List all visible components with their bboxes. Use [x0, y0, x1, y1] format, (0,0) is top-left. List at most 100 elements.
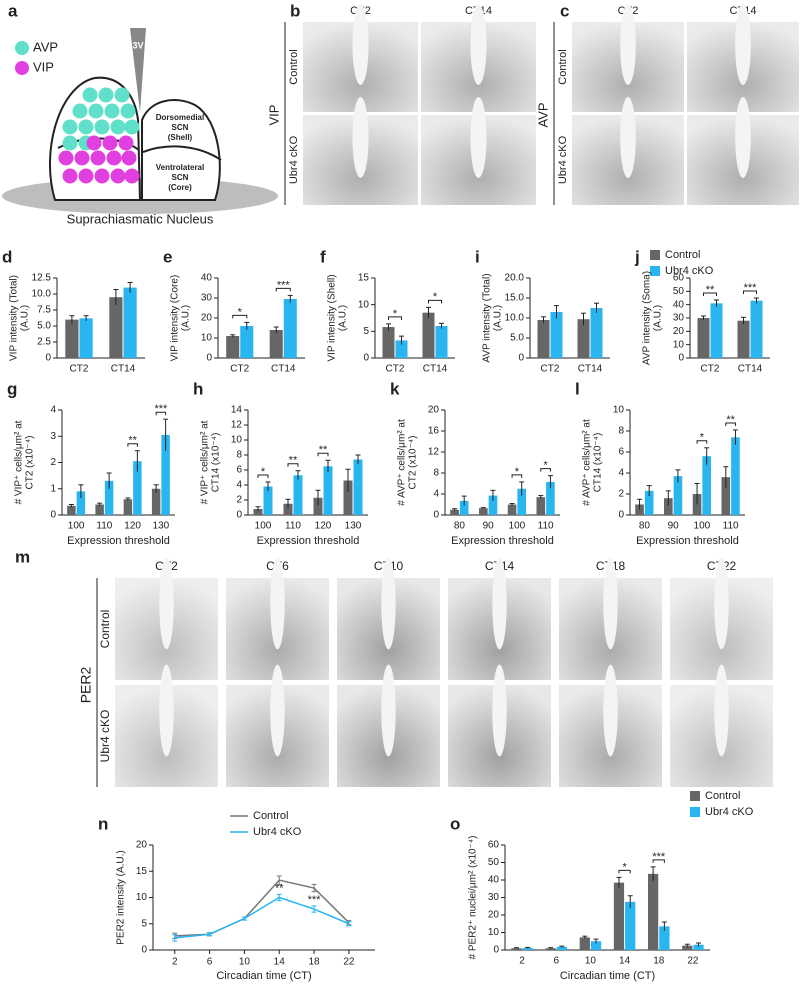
- y-axis-label: AVP intensity (Soma): [642, 271, 653, 365]
- y-tick-label: 20: [428, 405, 440, 416]
- ventricle: [492, 664, 507, 757]
- significance-bracket: [540, 468, 551, 472]
- bar: [507, 504, 517, 515]
- panel-letter: g: [7, 379, 17, 398]
- bar: [590, 941, 602, 950]
- ventricle: [714, 664, 729, 757]
- x-tick-label: 100: [509, 521, 526, 532]
- bar: [664, 498, 673, 515]
- ventricle: [270, 664, 285, 757]
- x-tick-label: 6: [207, 957, 213, 968]
- significance-bracket: [428, 299, 442, 304]
- bar: [226, 336, 240, 358]
- bar: [123, 499, 133, 515]
- y-tick-label: 0: [618, 510, 624, 521]
- y-tick-label: 0: [206, 353, 212, 364]
- y-tick-label: 50: [673, 286, 685, 297]
- bar: [613, 882, 625, 950]
- significance-bracket: [287, 463, 299, 467]
- bar: [104, 480, 114, 515]
- legend-label: Ubr4 cKO: [665, 265, 714, 277]
- y-tick-label: 20.0: [505, 273, 525, 284]
- significance-bracket: [696, 440, 708, 444]
- divider: [142, 145, 222, 161]
- y-tick-label: 16: [428, 426, 440, 437]
- y-tick-label: 60: [673, 273, 685, 284]
- y-axis-label: # AVP⁺ cells/μm² at: [582, 419, 593, 506]
- legend-swatch: [690, 791, 700, 801]
- x-tick-label: 2: [519, 956, 525, 967]
- significance-label: *: [700, 432, 705, 444]
- caption: Suprachiasmatic Nucleus: [67, 211, 214, 226]
- y-tick-label: 10: [358, 299, 370, 310]
- shell-label: Dorsomedial: [156, 113, 204, 122]
- x-tick-label: CT2: [701, 364, 720, 375]
- x-tick-label: 2: [172, 957, 178, 968]
- y-tick-label: 6: [236, 465, 242, 476]
- significance-bracket: [703, 292, 717, 296]
- cell: [110, 119, 126, 135]
- cell: [98, 87, 114, 103]
- y-tick-label: 40: [201, 273, 213, 284]
- ventricle-label: 3V: [132, 40, 143, 50]
- y-tick-label: 4: [50, 405, 56, 416]
- cell: [58, 150, 74, 166]
- y-tick-label: 10.0: [32, 289, 52, 300]
- bar: [283, 503, 293, 515]
- cell: [62, 119, 78, 135]
- y-axis-label: # PER2⁺ nuclei/μm² (x10⁻⁴): [468, 836, 479, 960]
- bar: [253, 509, 263, 515]
- x-tick-label: 110: [723, 521, 739, 532]
- bar: [648, 873, 659, 950]
- legend-label: AVP: [33, 39, 58, 54]
- schematic: a 3V Dorsomedial SCN (Shell) Ventrolater…: [2, 1, 278, 226]
- bar: [76, 491, 86, 515]
- y-axis-label: (A.U.): [338, 305, 349, 331]
- y-axis-label: VIP intensity (Shell): [327, 274, 338, 361]
- stain-label: PER2: [78, 667, 94, 704]
- bar: [293, 475, 303, 515]
- significance-label: *: [622, 861, 627, 873]
- cell: [72, 103, 88, 119]
- cell: [121, 150, 137, 166]
- significance-label: **: [275, 882, 284, 894]
- significance-bracket: [652, 859, 665, 863]
- cell: [104, 103, 120, 119]
- y-axis-label: (A.U.): [181, 305, 192, 331]
- ventricle: [470, 4, 487, 85]
- panel-letter: f: [320, 247, 326, 266]
- y-tick-label: 2: [618, 489, 624, 500]
- ventricle: [381, 664, 396, 757]
- significance-bracket: [743, 290, 757, 294]
- bar: [721, 477, 731, 515]
- x-tick-label: CT14: [111, 364, 136, 375]
- significance-label: *: [261, 466, 266, 478]
- ventricle: [470, 97, 487, 178]
- right-lobe: [141, 99, 221, 201]
- legend-label: Control: [665, 249, 700, 261]
- y-tick-label: 2.5: [37, 337, 51, 348]
- line: [174, 896, 350, 939]
- cell: [90, 150, 106, 166]
- y-axis-label: (A.U.): [493, 305, 504, 331]
- y-axis-label: AVP intensity (Total): [482, 273, 493, 362]
- x-tick-label: CT14: [738, 364, 763, 375]
- significance-label: ***: [277, 279, 291, 291]
- y-tick-label: 10: [673, 339, 685, 350]
- y-tick-label: 0: [518, 353, 524, 364]
- x-tick-label: CT2: [541, 364, 560, 375]
- significance-bracket: [127, 443, 138, 447]
- y-tick-label: 12: [428, 447, 440, 458]
- y-tick-label: 0: [50, 510, 56, 521]
- y-tick-label: 1: [50, 483, 56, 494]
- legend-label: Control: [253, 810, 288, 822]
- x-axis-label: Expression threshold: [451, 535, 554, 547]
- bar: [673, 476, 683, 515]
- bar: [731, 437, 740, 515]
- ventricle: [714, 557, 729, 650]
- y-tick-label: 8: [236, 450, 242, 461]
- shell-label: SCN: [172, 123, 189, 132]
- significance-label: *: [543, 460, 548, 472]
- legend-swatch: [15, 41, 29, 55]
- x-tick-label: 100: [694, 521, 711, 532]
